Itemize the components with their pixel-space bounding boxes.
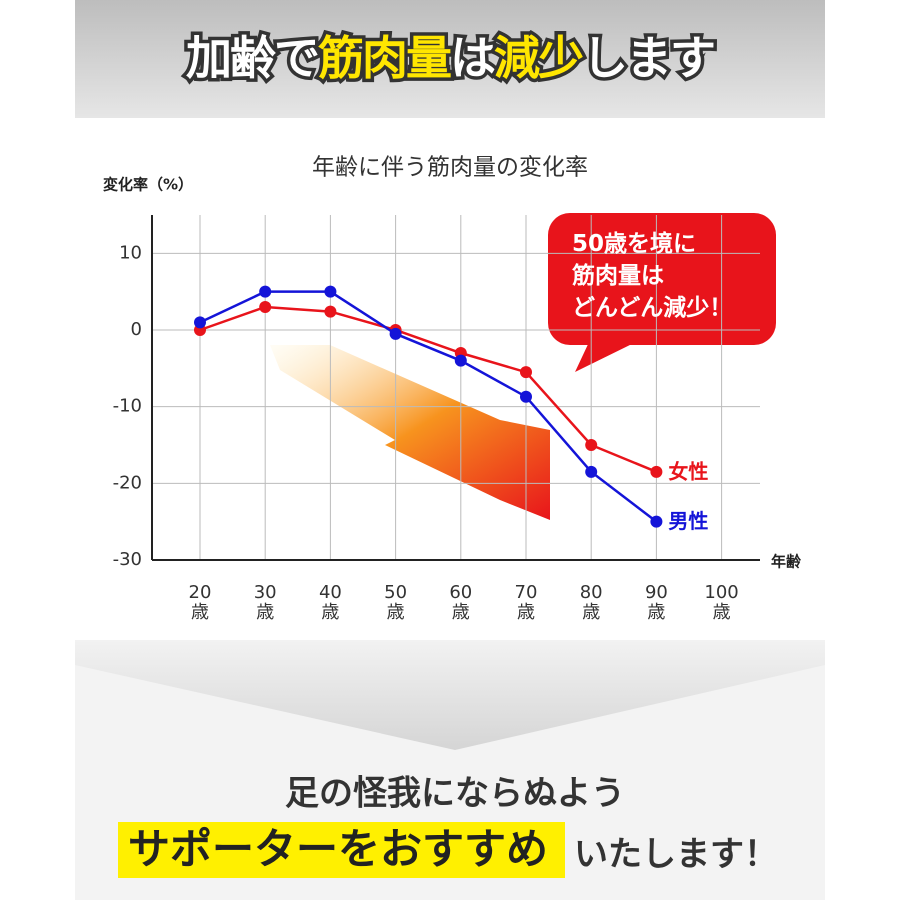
- data-point: [194, 316, 206, 329]
- y-tick-label: 0: [131, 319, 142, 340]
- data-point: [454, 354, 467, 367]
- data-point: [650, 465, 663, 478]
- data-point: [324, 305, 337, 318]
- header-segment: します: [579, 28, 720, 89]
- highlight-box: [118, 822, 565, 878]
- y-tick-label: 10: [119, 242, 142, 263]
- data-point: [650, 515, 663, 528]
- footer-highlight: サポーターをおすすめ: [128, 825, 548, 874]
- footer-rest: いたします！: [574, 835, 778, 875]
- data-point: [585, 465, 598, 478]
- data-point: [259, 301, 272, 313]
- x-tick-label: 80 歳: [579, 582, 603, 623]
- x-tick-label: 60 歳: [449, 582, 473, 623]
- x-axis-label: 年齢: [771, 553, 802, 571]
- callout-box: [548, 213, 776, 345]
- x-tick-label: 20 歳: [188, 582, 212, 623]
- x-tick-label: 100 歳: [704, 582, 739, 623]
- header-segment: 減少: [491, 28, 588, 89]
- x-tick-label: 30 歳: [253, 582, 277, 623]
- data-point: [324, 285, 337, 298]
- x-tick-label: 90 歳: [644, 582, 668, 623]
- y-tick-label: -10: [113, 396, 142, 417]
- header-segment: 筋肉量: [315, 28, 456, 89]
- data-point: [585, 439, 598, 451]
- x-tick-label: 50 歳: [384, 582, 408, 623]
- series-line: [199, 305, 657, 473]
- chart-title: 年齢に伴う筋肉量の変化率: [312, 155, 588, 181]
- header-segment: 加齢で: [183, 28, 324, 89]
- data-point: [520, 366, 532, 379]
- data-point: [520, 390, 532, 403]
- data-point: [259, 285, 272, 298]
- y-tick-label: -30: [113, 549, 142, 570]
- data-point: [389, 327, 402, 340]
- x-tick-label: 40 歳: [318, 582, 342, 623]
- header-bg: [75, 0, 825, 118]
- trend-arrow: [270, 345, 550, 520]
- footer-line1: 足の怪我にならぬよう: [285, 774, 625, 814]
- y-tick-label: -20: [113, 472, 142, 493]
- y-axis-label: 変化率（%）: [103, 176, 193, 194]
- x-tick-label: 70 歳: [514, 582, 538, 623]
- callout-text: 50歳を境に 筋肉量は どんどん減少！: [572, 231, 733, 321]
- chevron: [75, 640, 825, 750]
- series-line: [199, 290, 658, 523]
- header-segment: は: [447, 28, 500, 89]
- series-label: 男性: [668, 509, 708, 533]
- header-title: 加齢で筋肉量は減少します: [75, 22, 825, 89]
- series-label: 女性: [668, 459, 708, 483]
